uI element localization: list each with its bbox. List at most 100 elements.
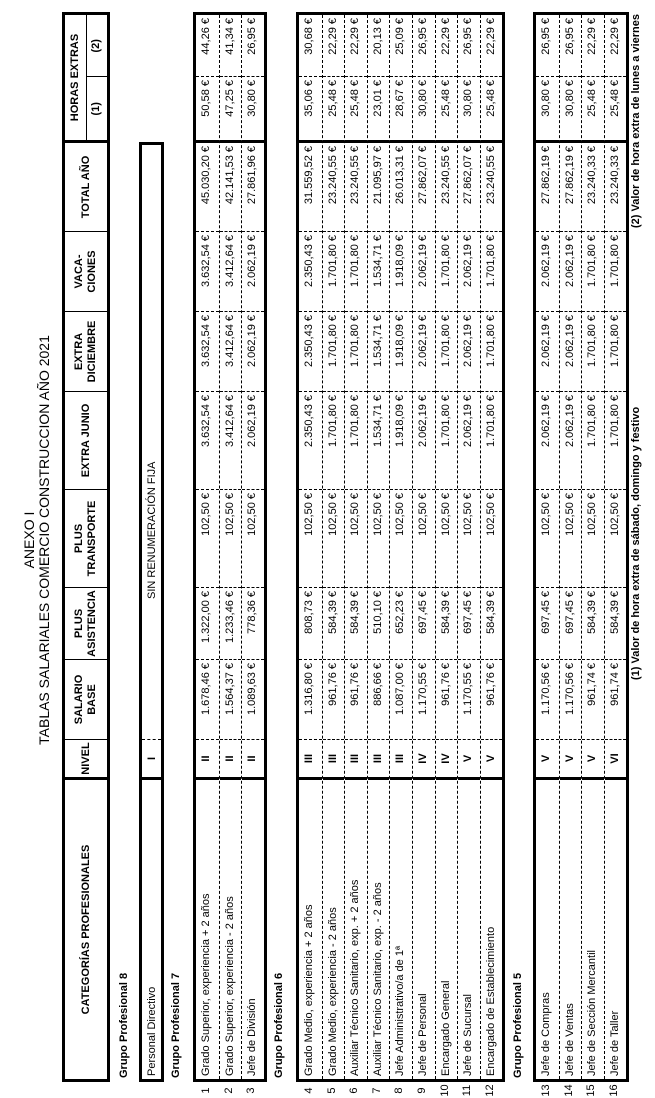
categoria-cell: Jefe de Compras <box>540 992 552 1076</box>
vacaciones-cell: 1.701,80 € <box>604 232 627 312</box>
horas-2-cell: 22,29 € <box>345 15 367 77</box>
header-nivel: NIVEL <box>65 740 107 780</box>
table-row: Auxiliar Técnico Sanitario, exp. + 2 año… <box>344 15 367 1079</box>
table-row: Jefe de Compras V 1.170,56 €697,45 €102,50… <box>536 15 559 1079</box>
categoria-cell: Jefe de Sucursal <box>462 994 475 1076</box>
salario-cell: 1.170,56 € <box>536 660 559 740</box>
table-row: Auxiliar Técnico Sanitario, exp. - 2 año… <box>366 15 390 1079</box>
table-row: Encargado de Establecimiento V 961,76 €584… <box>479 15 503 1079</box>
total-cell: 21.095,97 € <box>367 143 390 232</box>
row-number: 1 <box>200 1087 212 1094</box>
table-row: Jefe de Sucursal V 1.170,55 €697,45 €102,5… <box>457 15 480 1079</box>
horas-2-cell: 26,95 € <box>559 15 582 77</box>
nivel-cell: III <box>345 740 367 780</box>
group-label: Grupo Profesional 8 <box>118 972 130 1078</box>
diciembre-cell: 2.062,19 € <box>559 312 582 392</box>
horas-1-cell: 28,67 € <box>390 77 412 143</box>
total-cell: 31.559,52 € <box>299 143 322 232</box>
junio-cell: 2.062,19 € <box>458 392 480 490</box>
asistencia-cell: 584,39 € <box>345 588 367 660</box>
table-row: Grado Medio, experiencia - 2 años III 961,… <box>321 15 345 1079</box>
row-number: 8 <box>393 1087 406 1094</box>
table-row: Grado Superior, experiencia - 2 años II 1.… <box>218 15 242 1079</box>
categoria-cell: Jefe Administrativo/a de 1ª <box>394 945 407 1076</box>
horas-2-cell: 44,26 € <box>196 15 219 77</box>
asistencia-cell: 584,39 € <box>582 588 604 660</box>
asistencia-cell: 1.322,00 € <box>196 588 219 660</box>
transporte-cell: 102,50 € <box>299 490 322 588</box>
total-cell: 23.240,55 € <box>435 143 458 232</box>
horas-2-cell: 22,29 € <box>604 15 627 77</box>
table-row: Encargado General IV 961,76 €584,39 €102,5… <box>434 15 458 1079</box>
group-label: Grupo Profesional 5 <box>512 972 524 1078</box>
horas-2-cell: 26,95 € <box>458 15 480 77</box>
vacaciones-cell: 2.350,43 € <box>299 232 322 312</box>
nivel-cell: II <box>196 740 219 780</box>
total-cell: 27.862,07 € <box>412 143 435 232</box>
categoria-cell: Auxiliar Técnico Sanitario, exp. - 2 año… <box>371 882 384 1076</box>
horas-2-cell: 20,13 € <box>367 15 390 77</box>
group-table: Jefe de Compras V 1.170,56 €697,45 €102,50… <box>533 12 630 1082</box>
salario-cell: 1.678,46 € <box>196 660 219 740</box>
junio-cell: 1.701,80 € <box>435 392 458 490</box>
salario-cell: 1.089,63 € <box>242 660 264 740</box>
diciembre-cell: 1.534,71 € <box>367 312 390 392</box>
salario-cell: 1.564,37 € <box>219 660 242 740</box>
nivel-cell: IV <box>412 740 435 780</box>
row-number: 14 <box>562 1084 575 1097</box>
nivel-cell: V <box>458 740 480 780</box>
table-row: Grado Superior, experiencia + 2 años II 1.… <box>196 15 219 1079</box>
horas-2-cell: 22,29 € <box>435 15 458 77</box>
categoria-cell: Jefe de Taller <box>608 1010 621 1076</box>
horas-2-cell: 22,29 € <box>582 15 604 77</box>
no-fixed-pay-note: SIN RENUMERACIÓN FIJA <box>142 145 161 740</box>
transporte-cell: 102,50 € <box>480 490 503 588</box>
diciembre-cell: 1.701,80 € <box>435 312 458 392</box>
salario-cell: 961,74 € <box>582 660 604 740</box>
row-number: 11 <box>461 1084 474 1097</box>
asistencia-cell: 697,45 € <box>412 588 435 660</box>
horas-1-cell: 47,25 € <box>219 77 242 143</box>
diciembre-cell: 2.062,19 € <box>412 312 435 392</box>
nivel-cell: III <box>390 740 412 780</box>
categoria-cell: Jefe de Personal <box>416 993 429 1076</box>
diciembre-cell: 1.701,80 € <box>322 312 345 392</box>
horas-2-cell: 22,29 € <box>480 15 503 77</box>
total-cell: 27.861,96 € <box>242 143 264 232</box>
categoria-cell: Encargado General <box>439 980 452 1076</box>
junio-cell: 1.534,71 € <box>367 392 390 490</box>
horas-1-cell: 30,80 € <box>242 77 264 143</box>
horas-2-cell: 41,34 € <box>219 15 242 77</box>
nivel-cell: V <box>480 740 503 780</box>
total-cell: 27.862,19 € <box>536 143 559 232</box>
diciembre-cell: 1.701,80 € <box>604 312 627 392</box>
group-table: Grado Superior, experiencia + 2 años II 1.… <box>193 12 267 1082</box>
categoria-cell: Auxiliar Técnico Sanitario, exp. + 2 año… <box>349 879 362 1076</box>
junio-cell: 1.701,80 € <box>322 392 345 490</box>
vacaciones-cell: 3.632,54 € <box>196 232 219 312</box>
diciembre-cell: 1.701,80 € <box>582 312 604 392</box>
salario-cell: 1.087,00 € <box>390 660 412 740</box>
transporte-cell: 102,50 € <box>345 490 367 588</box>
categoria-cell: Grado Superior, experiencia - 2 años <box>223 896 236 1076</box>
table-row: Jefe de División II 1.089,63 €778,36 €102,… <box>241 15 264 1079</box>
header-h1: (1) <box>90 102 103 116</box>
junio-cell: 2.062,19 € <box>536 392 559 490</box>
vacaciones-cell: 2.062,19 € <box>412 232 435 312</box>
diciembre-cell: 3.412,64 € <box>219 312 242 392</box>
transporte-cell: 102,50 € <box>196 490 219 588</box>
nivel-cell: I <box>142 740 161 780</box>
header-salario: SALARIO BASE <box>65 660 107 740</box>
transporte-cell: 102,50 € <box>242 490 264 588</box>
salario-cell: 1.170,56 € <box>559 660 582 740</box>
junio-cell: 2.350,43 € <box>299 392 322 490</box>
asistencia-cell: 510,10 € <box>367 588 390 660</box>
diciembre-cell: 1.701,80 € <box>345 312 367 392</box>
asistencia-cell: 584,39 € <box>480 588 503 660</box>
asistencia-cell: 697,45 € <box>536 588 559 660</box>
table-row: Jefe Administrativo/a de 1ª III 1.087,00 €… <box>389 15 412 1079</box>
header-h2: (2) <box>86 15 107 78</box>
transporte-cell: 102,50 € <box>412 490 435 588</box>
total-cell: 26.013,31 € <box>390 143 412 232</box>
